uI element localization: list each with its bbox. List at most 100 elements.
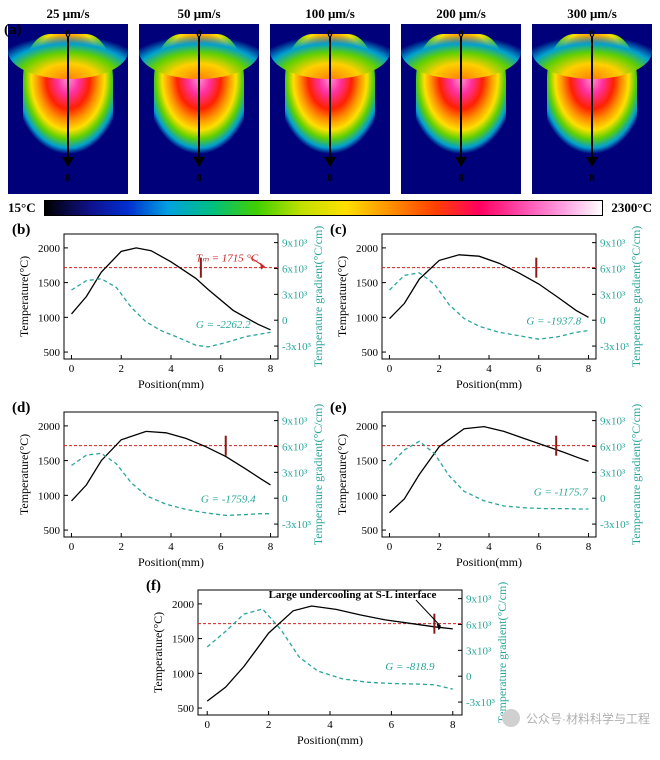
svg-text:2: 2 xyxy=(118,363,124,375)
heatmap-image: 0 8 xyxy=(401,24,521,194)
heatmap-speed-label: 200 μm/s xyxy=(401,6,521,22)
svg-text:4: 4 xyxy=(486,541,492,553)
heatmap-5: 300 μm/s 0 8 xyxy=(532,24,652,194)
chart-svg: 0 2 4 6 8 500 1000 1500 2000 -3x10³ 0 3x… xyxy=(16,226,326,391)
g-value-label: G = -1937.8 xyxy=(526,315,581,327)
svg-text:1500: 1500 xyxy=(38,278,61,290)
gradient-curve xyxy=(72,453,271,515)
svg-text:8: 8 xyxy=(450,719,456,731)
colorbar-right: 2300°C xyxy=(611,200,652,216)
arrow-end: 8 xyxy=(589,172,595,184)
ylabel-right: Temperature gradient(°C/cm) xyxy=(311,226,325,367)
svg-text:0: 0 xyxy=(387,541,393,553)
svg-text:8: 8 xyxy=(268,541,274,553)
svg-text:9x10³: 9x10³ xyxy=(466,594,492,606)
chart-svg: 0 2 4 6 8 500 1000 1500 2000 -3x10³ 0 3x… xyxy=(16,404,326,569)
svg-text:0: 0 xyxy=(282,493,288,505)
svg-text:6: 6 xyxy=(218,541,224,553)
svg-text:1500: 1500 xyxy=(356,456,379,468)
wechat-icon xyxy=(502,709,520,727)
gradient-curve xyxy=(207,609,453,689)
svg-text:500: 500 xyxy=(44,347,61,359)
chart-f: (f) 0 2 4 6 8 500 1000 1500 2000 -3x10³ … xyxy=(150,582,510,752)
xlabel: Position(mm) xyxy=(138,555,204,569)
heatmap-image: 0 8 xyxy=(270,24,390,194)
svg-text:8: 8 xyxy=(268,363,274,375)
charts-grid: (b) 0 2 4 6 8 500 1000 1500 2000 -3x10³ … xyxy=(8,226,652,752)
svg-text:3x10³: 3x10³ xyxy=(600,289,626,301)
svg-text:0: 0 xyxy=(600,493,606,505)
svg-text:2: 2 xyxy=(266,719,272,731)
svg-text:9x10³: 9x10³ xyxy=(282,238,308,250)
svg-text:1000: 1000 xyxy=(356,490,379,502)
temp-curve xyxy=(72,431,271,501)
svg-text:4: 4 xyxy=(168,541,174,553)
svg-text:500: 500 xyxy=(44,525,61,537)
svg-text:8: 8 xyxy=(586,363,592,375)
chart-c: (c) 0 2 4 6 8 500 1000 1500 2000 -3x10³ … xyxy=(334,226,644,396)
svg-text:4: 4 xyxy=(486,363,492,375)
chart-svg: 0 2 4 6 8 500 1000 1500 2000 -3x10³ 0 3x… xyxy=(334,404,644,569)
svg-text:500: 500 xyxy=(178,703,195,715)
ylabel-right: Temperature gradient(°C/cm) xyxy=(629,226,643,367)
svg-text:6: 6 xyxy=(536,363,542,375)
arrow-start: 0 xyxy=(196,28,202,40)
chart-svg: 0 2 4 6 8 500 1000 1500 2000 -3x10³ 0 3x… xyxy=(150,582,510,747)
heatmap-row: 25 μm/s 0 8 50 μm/s 0 8 100 μm/s 0 8 200… xyxy=(8,24,652,194)
svg-text:9x10³: 9x10³ xyxy=(600,238,626,250)
svg-text:1000: 1000 xyxy=(38,312,61,324)
chart-e: (e) 0 2 4 6 8 500 1000 1500 2000 -3x10³ … xyxy=(334,404,644,574)
svg-text:0: 0 xyxy=(69,363,75,375)
arrow-icon xyxy=(460,36,462,166)
heatmap-3: 100 μm/s 0 8 xyxy=(270,24,390,194)
svg-text:-3x10³: -3x10³ xyxy=(600,341,630,353)
svg-text:2000: 2000 xyxy=(356,243,379,255)
arrow-end: 8 xyxy=(196,172,202,184)
svg-text:2: 2 xyxy=(436,363,442,375)
xlabel: Position(mm) xyxy=(138,377,204,391)
svg-text:2000: 2000 xyxy=(172,599,195,611)
svg-text:0: 0 xyxy=(387,363,393,375)
svg-text:6x10³: 6x10³ xyxy=(600,441,626,453)
g-value-label: G = -2262.2 xyxy=(196,319,251,331)
svg-text:2000: 2000 xyxy=(38,421,61,433)
heatmap-2: 50 μm/s 0 8 xyxy=(139,24,259,194)
ylabel-right: Temperature gradient(°C/cm) xyxy=(495,582,509,723)
svg-text:1000: 1000 xyxy=(38,490,61,502)
heatmap-image: 0 8 xyxy=(8,24,128,194)
g-value-label: G = -1175.7 xyxy=(534,486,588,498)
panel-tag: (d) xyxy=(12,400,30,417)
svg-text:1000: 1000 xyxy=(356,312,379,324)
heatmap-image: 0 8 xyxy=(139,24,259,194)
svg-text:0: 0 xyxy=(466,671,472,683)
arrow-end: 8 xyxy=(65,172,71,184)
panel-tag: (f) xyxy=(146,578,161,595)
xlabel: Position(mm) xyxy=(297,733,363,747)
arrow-icon xyxy=(198,36,200,166)
svg-text:-3x10³: -3x10³ xyxy=(282,519,312,531)
chart-d: (d) 0 2 4 6 8 500 1000 1500 2000 -3x10³ … xyxy=(16,404,326,574)
chart-svg: 0 2 4 6 8 500 1000 1500 2000 -3x10³ 0 3x… xyxy=(334,226,644,391)
arrow-icon xyxy=(591,36,593,166)
panel-tag: (e) xyxy=(330,400,347,417)
svg-text:3x10³: 3x10³ xyxy=(282,289,308,301)
arrow-start: 0 xyxy=(589,28,595,40)
watermark: 公众号·材料科学与工程 xyxy=(502,709,650,727)
heatmap-image: 0 8 xyxy=(532,24,652,194)
svg-text:Tₘ = 1715 °C: Tₘ = 1715 °C xyxy=(196,253,259,265)
svg-text:6x10³: 6x10³ xyxy=(600,263,626,275)
arrow-start: 0 xyxy=(458,28,464,40)
ylabel-left: Temperature(°C) xyxy=(17,256,31,337)
panel-tag-a: (a) xyxy=(4,22,22,39)
xlabel: Position(mm) xyxy=(456,377,522,391)
svg-text:6: 6 xyxy=(218,363,224,375)
temp-curve xyxy=(207,606,453,701)
svg-text:500: 500 xyxy=(362,525,379,537)
heatmap-speed-label: 50 μm/s xyxy=(139,6,259,22)
temp-curve xyxy=(390,427,589,513)
ylabel-left: Temperature(°C) xyxy=(335,256,349,337)
ylabel-right: Temperature gradient(°C/cm) xyxy=(311,404,325,545)
svg-text:3x10³: 3x10³ xyxy=(282,467,308,479)
g-value-label: G = -818.9 xyxy=(385,661,435,673)
heatmap-speed-label: 300 μm/s xyxy=(532,6,652,22)
